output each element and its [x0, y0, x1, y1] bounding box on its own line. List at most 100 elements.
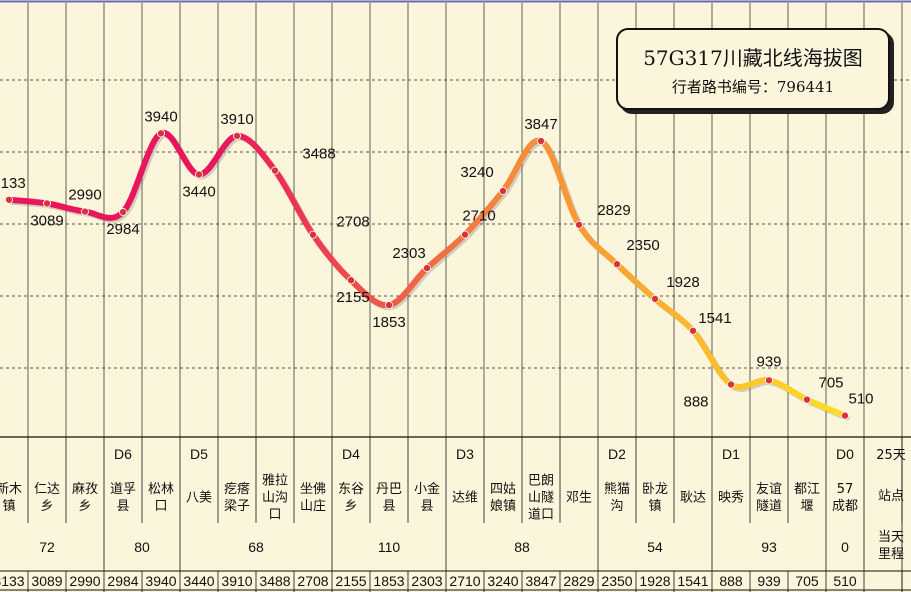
elevation-cell: 3133: [0, 573, 25, 589]
elevation-cell: 1541: [677, 573, 708, 589]
data-point: [43, 199, 52, 208]
data-point: [194, 170, 203, 179]
station-label: 57 成都: [832, 482, 858, 514]
data-label: 2984: [106, 221, 139, 238]
day-marker: D4: [342, 446, 360, 462]
day-marker: D3: [456, 446, 474, 462]
elevation-cell: 2990: [69, 573, 100, 589]
data-point: [841, 411, 850, 420]
data-label: 3089: [30, 212, 63, 229]
day-marker: D5: [190, 446, 208, 462]
data-label: 2829: [597, 202, 630, 219]
data-point: [346, 276, 355, 285]
title-box: 57G317川藏北线海拔图 行者路书编号：796441: [616, 28, 890, 110]
elevation-cell: 2350: [601, 573, 632, 589]
mileage-value: 72: [39, 539, 55, 555]
data-label: 3847: [524, 116, 557, 133]
elevation-cell: 3440: [183, 573, 214, 589]
data-point: [384, 301, 393, 310]
data-point: [156, 129, 165, 138]
day-marker: D1: [722, 446, 740, 462]
data-point: [651, 294, 660, 303]
data-point: [613, 260, 622, 269]
elevation-cell: 2829: [563, 573, 594, 589]
mileage-value: 93: [761, 539, 777, 555]
elevation-cell: 510: [833, 573, 857, 589]
elevation-cell: 3089: [31, 573, 62, 589]
data-point: [270, 166, 279, 175]
mileage-value: 110: [378, 539, 401, 555]
station-label: 达维: [452, 491, 478, 506]
station-label: 映秀: [718, 491, 744, 506]
station-label: 卧龙镇: [642, 482, 668, 514]
elevation-cell: 939: [757, 573, 781, 589]
day-marker: D6: [114, 446, 132, 462]
mileage-value: 80: [134, 539, 150, 555]
data-label: 2303: [392, 245, 425, 262]
station-label: 八美: [186, 491, 212, 506]
elevation-cell: 2303: [411, 573, 442, 589]
station-label: 新木镇: [0, 481, 22, 514]
station-label: 坐佛山庄: [300, 482, 326, 514]
station-label: 仁达乡: [34, 482, 60, 514]
station-label: 耿达: [680, 491, 706, 506]
station-label: 雅拉山沟口: [262, 474, 288, 523]
data-label: 3488: [302, 146, 335, 163]
data-label: 2708: [336, 214, 369, 231]
elevation-cell: 705: [795, 573, 819, 589]
data-point: [689, 326, 698, 335]
data-label: 3240: [460, 164, 493, 181]
data-point: [232, 131, 241, 140]
data-point: [575, 220, 584, 229]
data-point: [537, 137, 546, 146]
elevation-cell: 3240: [487, 573, 518, 589]
data-point: [460, 230, 469, 239]
elevation-cell: 2708: [297, 573, 328, 589]
data-label: 3940: [144, 108, 177, 125]
data-label: 2350: [626, 237, 659, 254]
station-label: 邓生: [566, 491, 592, 506]
station-label: 都江堰: [794, 482, 820, 514]
station-label: 道孚县: [110, 482, 136, 514]
station-label: 麻孜乡: [72, 482, 98, 514]
elevation-cell: 3910: [221, 573, 252, 589]
elevation-cell: 3847: [525, 573, 556, 589]
station-label: 熊猫沟: [604, 481, 630, 514]
data-label: 1928: [666, 274, 699, 291]
data-label: 1541: [698, 310, 731, 327]
elevation-cell: 3488: [259, 573, 290, 589]
chart-title: 57G317川藏北线海拔图: [643, 46, 863, 70]
data-point: [308, 230, 317, 239]
station-label: 丹巴县: [376, 482, 402, 514]
elevation-cell: 2155: [335, 573, 366, 589]
data-point: [5, 195, 13, 204]
data-label: 888: [683, 394, 708, 411]
data-label: 3910: [220, 111, 253, 128]
data-label: 2710: [462, 208, 495, 225]
data-point: [81, 207, 90, 216]
data-label: 2990: [68, 187, 101, 204]
mileage-value: 88: [514, 539, 530, 555]
data-label: 3133: [0, 175, 26, 192]
data-label: 510: [848, 391, 873, 408]
elevation-cell: 1853: [373, 573, 404, 589]
station-label: 小金县: [414, 481, 440, 514]
data-point: [727, 380, 736, 389]
data-point: [422, 264, 431, 273]
elevation-cell: 3940: [145, 573, 176, 589]
station-label: 疙瘩梁子: [224, 482, 250, 514]
data-label: 3440: [182, 184, 215, 201]
day-count-label: 25天: [876, 448, 906, 463]
station-label: 巴朗山隧道口: [528, 474, 554, 523]
data-label: 2155: [336, 289, 369, 306]
station-header: 站点: [878, 489, 904, 504]
mileage-value: 68: [248, 539, 264, 555]
day-marker: D0: [836, 446, 854, 462]
data-label: 939: [756, 353, 781, 370]
data-point: [498, 186, 507, 195]
elevation-cell: 2710: [449, 573, 480, 589]
data-point: [765, 376, 774, 385]
mileage-header: 当天里程: [878, 530, 904, 562]
station-label: 松林口: [148, 482, 174, 514]
elevation-cell: 2984: [107, 573, 138, 589]
